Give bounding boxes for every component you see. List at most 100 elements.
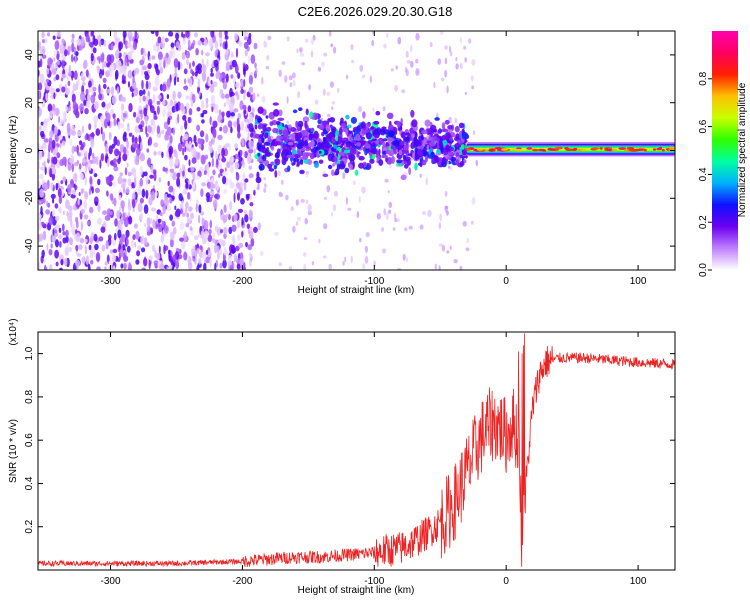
spectrogram-cell xyxy=(314,161,319,168)
spectrogram-cell xyxy=(211,106,214,113)
spectrogram-cell xyxy=(188,206,193,212)
spectrogram-cell xyxy=(182,212,186,217)
spectrogram-cell xyxy=(244,49,248,57)
spectrogram-cell xyxy=(38,41,42,51)
spectrogram-cell xyxy=(198,90,201,97)
spectrogram-cell xyxy=(161,129,165,135)
spectrogram-cell xyxy=(65,105,68,111)
spectrogram-cell xyxy=(121,110,124,120)
spectrogram-cell xyxy=(200,143,204,151)
spectrogram-cell xyxy=(196,106,201,112)
spectrogram-cell xyxy=(42,230,47,241)
spectrogram-cell xyxy=(182,37,186,45)
spectrogram-cell xyxy=(144,223,147,228)
spectrogram-cell xyxy=(254,124,258,130)
spectrogram-cell xyxy=(173,75,177,86)
spectrogram-cell xyxy=(93,91,96,97)
spectrogram-cell xyxy=(466,148,471,151)
spectrogram-cell xyxy=(157,150,163,156)
spectrogram-cell xyxy=(166,93,170,100)
spectrogram-cell xyxy=(123,217,129,228)
spectrogram-cell xyxy=(182,147,185,156)
spectrogram-cell xyxy=(188,140,192,151)
spectrogram-cell xyxy=(475,159,478,167)
spectrogram-cell xyxy=(176,172,181,178)
colorbar-tick-label: 0.4 xyxy=(698,167,709,181)
spectrogram-cell xyxy=(222,175,227,185)
spectrogram-cell xyxy=(342,172,346,180)
spectrogram-x-label: Height of straight line (km) xyxy=(298,285,415,296)
spectrogram-cell xyxy=(161,83,167,92)
spectrogram-cell xyxy=(248,252,252,258)
spectrogram-cell xyxy=(201,71,207,82)
spectrogram-cell xyxy=(212,231,215,240)
spectrogram-cell xyxy=(274,170,278,178)
spectrogram-cell xyxy=(222,125,228,134)
spectrogram-cell xyxy=(444,119,450,125)
spectrogram-cell xyxy=(281,157,287,166)
spectrogram-cell xyxy=(41,249,45,259)
snr-panel: -300 -200 -100 0 100 0.2 0.4 0.6 0.8 1.0 Height … xyxy=(8,318,676,596)
spectrogram-cell xyxy=(203,230,209,239)
spectrogram-cell xyxy=(65,199,70,210)
spectrogram-cell xyxy=(422,150,428,156)
spectrogram-cell xyxy=(171,171,177,181)
spectrogram-cell xyxy=(425,177,428,186)
spectrogram-cell xyxy=(94,243,99,251)
spectrogram-cell xyxy=(184,207,188,214)
spectrogram-x-tick-label: 0 xyxy=(503,276,509,287)
spectrogram-cell xyxy=(288,75,293,81)
spectrogram-cell xyxy=(146,231,151,236)
spectrogram-cell xyxy=(264,148,269,157)
spectrogram-cell xyxy=(322,88,326,96)
spectrogram-cell xyxy=(205,256,211,264)
spectrogram-cell xyxy=(175,32,180,40)
spectrogram-cell xyxy=(396,120,401,128)
spectrogram-cell xyxy=(50,182,54,191)
spectrogram-cell xyxy=(170,172,173,178)
spectrogram-cell xyxy=(235,91,239,96)
spectrogram-cell xyxy=(185,223,190,228)
snr-x-tick-label: -100 xyxy=(364,576,384,587)
spectrogram-cell xyxy=(162,205,166,215)
spectrogram-cell xyxy=(45,86,51,91)
spectrogram-cell xyxy=(304,120,308,129)
spectrogram-cell xyxy=(262,154,267,162)
spectrogram-cell xyxy=(406,60,411,64)
spectrogram-cell xyxy=(259,134,264,138)
spectrogram-cell xyxy=(156,100,161,105)
spectrogram-cell xyxy=(71,38,75,44)
spectrogram-cell xyxy=(342,261,345,266)
spectrogram-cell xyxy=(439,141,444,149)
spectrogram-cell xyxy=(55,249,59,258)
spectrogram-cell xyxy=(270,145,275,151)
spectrogram-cell xyxy=(47,103,53,112)
spectrogram-cell xyxy=(321,61,325,67)
spectrogram-cell xyxy=(371,39,375,47)
spectrogram-cell xyxy=(347,207,352,211)
spectrogram-cell xyxy=(398,149,403,156)
spectrogram-cell xyxy=(382,138,388,142)
spectrogram-cell xyxy=(109,193,114,201)
spectrogram-cell xyxy=(459,36,462,44)
spectrogram-cell xyxy=(438,157,443,161)
spectrogram-cell xyxy=(225,73,229,83)
spectrogram-cell xyxy=(68,64,71,75)
spectrogram-cell xyxy=(179,168,183,175)
spectrogram-cell xyxy=(55,215,60,221)
spectrogram-cell xyxy=(80,37,85,47)
snr-y-tick-label: 0.8 xyxy=(24,390,35,404)
spectrogram-cell xyxy=(50,193,56,199)
spectrogram-cell xyxy=(328,263,333,270)
spectrogram-cell xyxy=(64,49,68,57)
spectrogram-cell xyxy=(204,52,210,57)
spectrogram-cell xyxy=(143,171,148,177)
spectrogram-cell xyxy=(168,252,171,262)
spectrogram-cell xyxy=(127,171,132,177)
spectrogram-cell xyxy=(298,107,303,112)
spectrogram-cell xyxy=(256,171,260,180)
spectrogram-cell xyxy=(152,86,158,92)
spectrogram-cell xyxy=(325,124,331,132)
spectrogram-cell xyxy=(112,113,116,119)
spectrogram-cell xyxy=(187,117,191,124)
